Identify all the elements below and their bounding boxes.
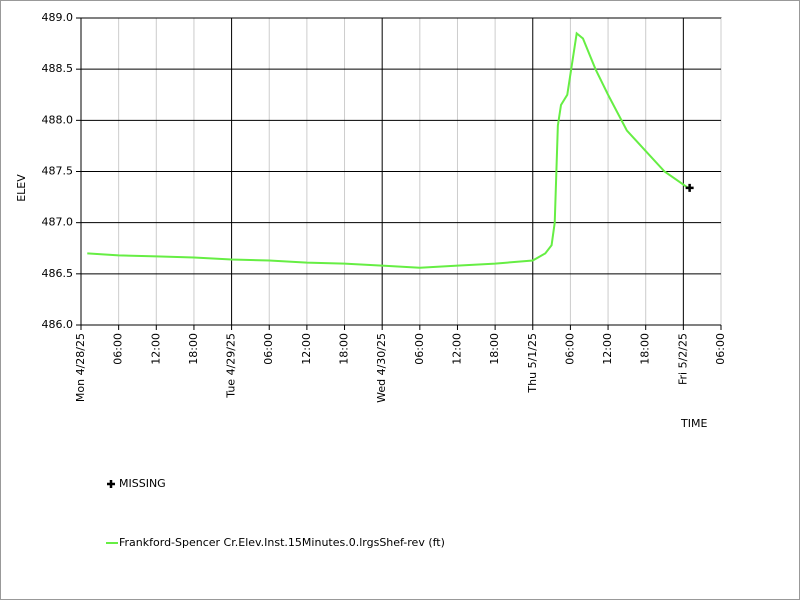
x-tick-label: 06:00 xyxy=(262,333,275,365)
x-tick-label: 18:00 xyxy=(338,333,351,365)
legend-label: MISSING xyxy=(119,477,166,490)
x-tick-label: Fri 5/2/25 xyxy=(676,333,689,385)
y-axis-label: ELEV xyxy=(15,174,28,202)
y-tick-label: 489.0 xyxy=(42,11,74,24)
y-tick-label: 486.5 xyxy=(42,267,74,280)
x-tick-label: 06:00 xyxy=(413,333,426,365)
y-tick-label: 487.0 xyxy=(42,216,74,229)
x-tick-label: 12:00 xyxy=(300,333,313,365)
x-tick-label: 12:00 xyxy=(450,333,463,365)
x-tick-label: Mon 4/28/25 xyxy=(74,333,87,402)
legend-label: Frankford-Spencer Cr.Elev.Inst.15Minutes… xyxy=(119,536,445,549)
x-tick-label: Wed 4/30/25 xyxy=(375,333,388,403)
x-tick-label: 18:00 xyxy=(187,333,200,365)
legend-marker xyxy=(107,480,115,488)
x-tick-label: 06:00 xyxy=(714,333,727,365)
x-tick-label: 12:00 xyxy=(149,333,162,365)
x-tick-label: 06:00 xyxy=(563,333,576,365)
y-tick-label: 486.0 xyxy=(42,318,74,331)
x-axis-label: TIME xyxy=(680,417,707,430)
series-line xyxy=(87,31,691,269)
x-tick-label: Tue 4/29/25 xyxy=(225,333,238,399)
y-tick-label: 488.5 xyxy=(42,62,74,75)
y-tick-label: 488.0 xyxy=(42,113,74,126)
x-tick-label: 18:00 xyxy=(639,333,652,365)
missing-marker xyxy=(685,183,694,192)
y-tick-label: 487.5 xyxy=(42,165,74,178)
x-tick-label: 12:00 xyxy=(601,333,614,365)
x-tick-label: 18:00 xyxy=(488,333,501,365)
x-tick-label: Thu 5/1/25 xyxy=(526,333,539,394)
x-tick-label: 06:00 xyxy=(112,333,125,365)
